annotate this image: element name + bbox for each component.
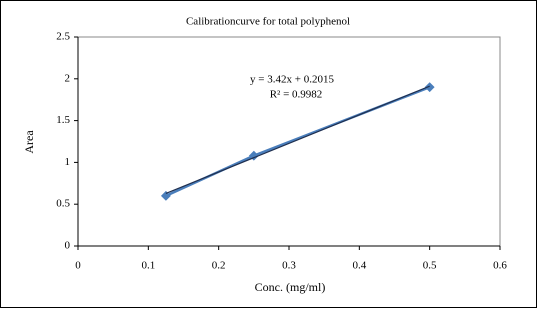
y-axis-label: Area xyxy=(22,130,36,154)
y-tick-label: 0 xyxy=(65,240,71,252)
y-tick-label: 1.5 xyxy=(56,114,70,126)
x-tick-label: 0.6 xyxy=(493,260,507,272)
chart-title: Calibrationcurve for total polyphenol xyxy=(186,16,350,28)
y-tick-label: 1 xyxy=(65,156,71,168)
x-tick-label: 0.5 xyxy=(423,260,437,272)
trendline-r-squared: R² = 0.9982 xyxy=(270,89,323,101)
trendline-equation: y = 3.42x + 0.2015 xyxy=(250,74,334,86)
data-point xyxy=(160,190,171,201)
x-tick-label: 0.2 xyxy=(212,260,226,272)
y-tick-label: 2.5 xyxy=(56,31,70,43)
y-tick-label: 0.5 xyxy=(56,198,70,210)
y-tick-label: 2 xyxy=(65,72,71,84)
x-axis-label: Conc. (mg/ml) xyxy=(255,280,326,294)
x-tick-label: 0.3 xyxy=(282,260,296,272)
x-tick-label: 0 xyxy=(75,260,81,272)
trendline xyxy=(165,85,430,194)
x-tick-label: 0.1 xyxy=(141,260,155,272)
x-tick-label: 0.4 xyxy=(352,260,366,272)
